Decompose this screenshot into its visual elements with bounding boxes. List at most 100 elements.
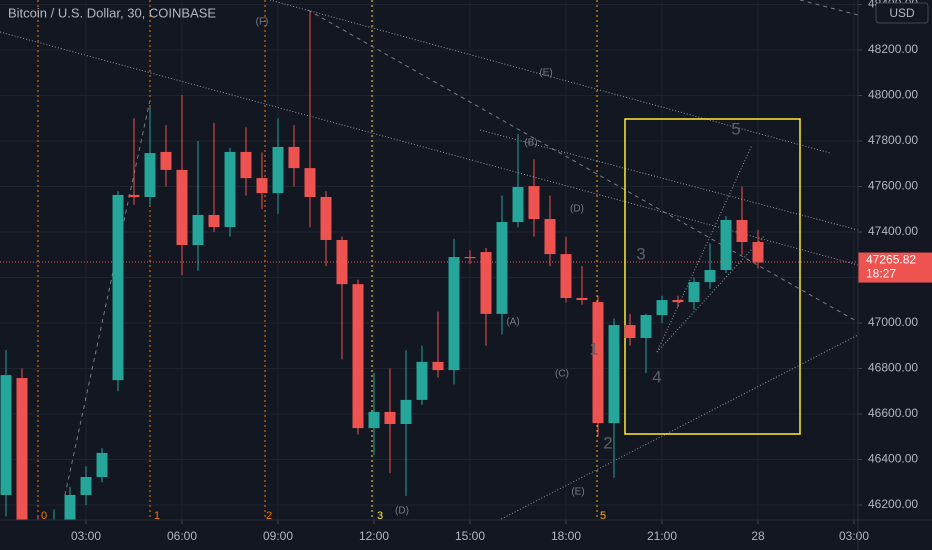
candle-body [384,411,396,425]
drawings [0,0,858,520]
wave-label: (B) [524,138,537,149]
x-tick-label: 03:00 [71,529,101,543]
session-label: 2 [266,510,272,522]
candle-body [528,186,540,220]
candle-body [752,242,764,263]
x-tick-label: 28 [751,529,765,543]
chart-title: Bitcoin / U.S. Dollar, 30, COINBASE [8,5,216,20]
wave-label: 5 [731,119,740,138]
candle-body [128,194,140,197]
wave-label: (D) [570,204,584,215]
candle-body [400,399,412,425]
wedge-line [656,144,753,353]
currency[interactable]: USD [889,6,915,20]
candles [0,11,764,520]
currency-box[interactable] [875,2,929,24]
trend-line [64,99,151,496]
candle-body [656,300,668,316]
candle-body [160,151,172,170]
candle-body [576,297,588,301]
candle-body [544,219,556,255]
candle-body [144,153,156,197]
candle-body [368,411,380,429]
trend-line [479,129,858,231]
x-tick-label: 21:00 [647,529,677,543]
price-tag [858,252,932,283]
candle-body [640,315,652,339]
x-tick-label: 15:00 [455,529,485,543]
candle-body [80,477,92,495]
wave-label: 3 [636,244,645,263]
wave-label: (C) [555,369,569,380]
highlight-box [624,118,801,435]
y-tick-label: 46600.00 [868,406,918,420]
candle-body [240,151,252,179]
y-tick-label: 47600.00 [868,179,918,193]
y-tick-label: 47000.00 [868,315,918,329]
y-tick-label: 47400.00 [868,224,918,238]
candle-body [272,146,284,194]
y-tick-label: 46200.00 [868,497,918,511]
candle-body [208,214,220,228]
candle-body [480,252,492,314]
candle-body [592,302,604,424]
trend-line [0,31,858,266]
y-tick-label: 46400.00 [868,452,918,466]
wave-label: (D) [395,506,409,517]
candle-body [64,494,76,520]
candle-body [304,168,316,197]
wave-label: 1 [589,339,598,358]
candle-body [192,214,204,245]
candle-body [96,452,108,478]
candle-body [0,375,12,495]
wave-label: 4 [652,367,661,386]
x-tick-label: 12:00 [359,529,389,543]
candle-body [432,361,444,371]
wave-label: (E) [571,487,584,498]
candle-body [336,239,348,285]
candle-body [112,194,124,381]
wave-label: (E) [539,68,552,79]
candle-body [416,361,428,400]
trend-line [269,0,831,154]
x-tick-label: 06:00 [167,529,197,543]
candle-body [448,257,460,371]
wave-label: (A) [506,317,519,328]
candle-body [672,300,684,303]
candle-body [352,284,364,429]
candle-body [176,169,188,245]
trend-line [307,9,858,323]
session-label: 3 [377,510,383,522]
candle-body [464,257,476,259]
price-tag-label: 47265.82 [866,253,916,267]
trend-line [498,334,858,520]
y-tick-label: 48000.00 [868,88,918,102]
candle-body [704,270,716,283]
session-label: 1 [154,510,160,522]
x-tick-label: 09:00 [263,529,293,543]
candle-body [688,282,700,303]
candle-body [224,151,236,228]
y-tick-label: 46800.00 [868,361,918,375]
y-tick-label: 47800.00 [868,133,918,147]
candle-body [720,219,732,271]
candle-body [608,325,620,424]
y-tick-label: 48200.00 [868,42,918,56]
session-label: 0 [41,510,47,522]
wedge-line [656,234,766,353]
candle-body [736,219,748,243]
candle-body [496,222,508,314]
x-tick-label: 03:00 [839,529,869,543]
countdown: 18:27 [866,267,896,281]
x-tick-label: 18:00 [551,529,581,543]
candle-body [560,254,572,298]
trend-line [799,0,858,16]
candle-body [624,325,636,339]
session-label: 5 [600,510,606,522]
candle-body [256,178,268,194]
wave-label: 2 [603,433,612,452]
candle-body [288,146,300,169]
